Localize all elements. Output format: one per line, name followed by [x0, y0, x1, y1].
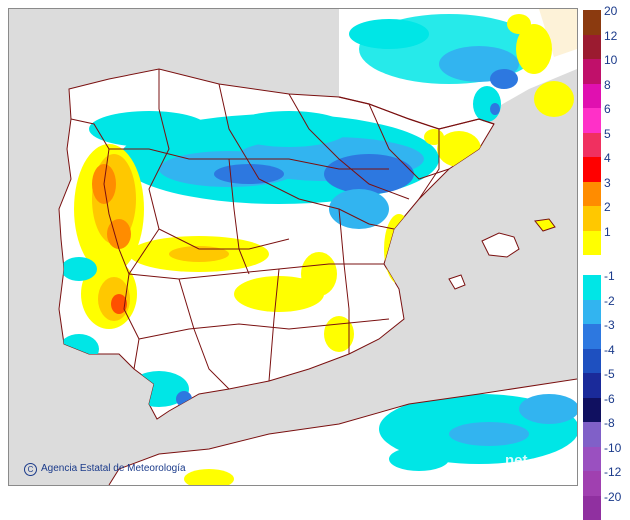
legend-swatch-negative-7 [583, 447, 601, 472]
legend-label-positive-1: 12 [604, 30, 617, 42]
legend-label-negative-7: -10 [604, 442, 621, 454]
legend-swatch-positive-9 [583, 231, 601, 256]
copyright-icon: C [24, 463, 37, 476]
legend-label-positive-8: 2 [604, 201, 611, 213]
legend-swatch-negative-4 [583, 373, 601, 398]
legend-swatch-positive-7 [583, 182, 601, 207]
map-canvas [9, 9, 577, 485]
legend-swatch-positive-0 [583, 10, 601, 35]
credit-text: C Agencia Estatal de Meteorología [24, 463, 186, 476]
legend-label-positive-4: 6 [604, 103, 611, 115]
legend-swatch-positive-3 [583, 84, 601, 109]
legend-swatch-positive-4 [583, 108, 601, 133]
legend-label-negative-0: -1 [604, 270, 615, 282]
legend-label-positive-9: 1 [604, 226, 611, 238]
legend-swatch-negative-9 [583, 496, 601, 520]
legend-label-negative-8: -12 [604, 466, 621, 478]
watermark: net [505, 452, 528, 469]
legend-swatch-negative-3 [583, 349, 601, 374]
legend-label-negative-9: -20 [604, 491, 621, 503]
legend-swatch-positive-8 [583, 206, 601, 231]
legend-label-negative-1: -2 [604, 295, 615, 307]
legend-swatch-negative-1 [583, 300, 601, 325]
legend-swatch-positive-1 [583, 35, 601, 60]
legend-swatch-negative-5 [583, 398, 601, 423]
legend-label-positive-6: 4 [604, 152, 611, 164]
legend-label-negative-5: -6 [604, 393, 615, 405]
legend-swatch-negative-8 [583, 471, 601, 496]
legend-label-positive-5: 5 [604, 128, 611, 140]
legend-label-positive-0: 20 [604, 5, 617, 17]
credit-label: Agencia Estatal de Meteorología [41, 463, 186, 474]
legend-swatch-negative-6 [583, 422, 601, 447]
legend-label-positive-7: 3 [604, 177, 611, 189]
legend-label-positive-3: 8 [604, 79, 611, 91]
legend-label-negative-4: -5 [604, 368, 615, 380]
legend-label-negative-6: -8 [604, 417, 615, 429]
anomaly-map [8, 8, 578, 486]
legend-swatch-positive-2 [583, 59, 601, 84]
legend-swatch-positive-5 [583, 133, 601, 158]
legend-label-negative-3: -4 [604, 344, 615, 356]
legend-swatch-negative-2 [583, 324, 601, 349]
legend-label-positive-2: 10 [604, 54, 617, 66]
legend-label-negative-2: -3 [604, 319, 615, 331]
legend-swatch-positive-6 [583, 157, 601, 182]
legend-swatch-negative-0 [583, 275, 601, 300]
